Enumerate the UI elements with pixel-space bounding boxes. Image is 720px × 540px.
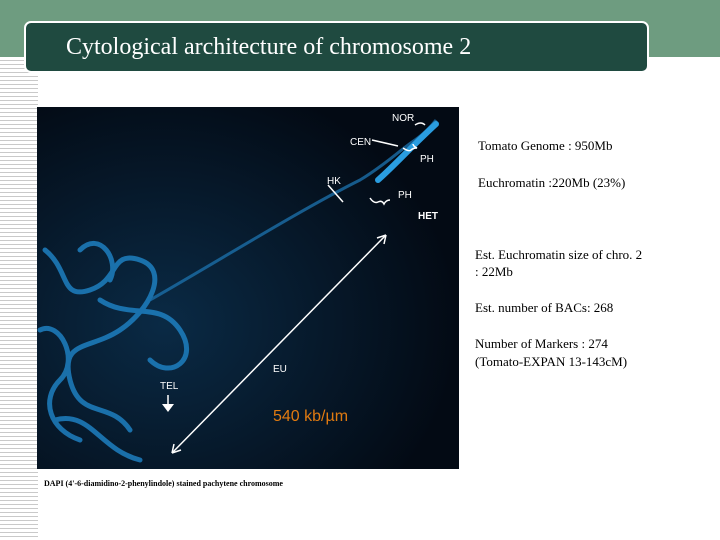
label: TEL — [160, 381, 179, 392]
side-stripes — [0, 57, 38, 540]
label: HET — [418, 211, 438, 222]
label: PH — [398, 190, 412, 201]
note-line: Est. number of BACs: 268 — [475, 300, 613, 315]
notes: Tomato Genome : 950Mb Euchromatin :220Mb… — [475, 138, 642, 369]
note-line: : 22Mb — [475, 264, 513, 279]
tel-arrowhead — [162, 404, 174, 412]
ph-bracket-top — [402, 143, 418, 152]
title-box — [24, 21, 649, 73]
annotations — [167, 122, 426, 454]
label: NOR — [392, 113, 414, 124]
label: CEN — [350, 137, 371, 148]
note-line: Tomato Genome : 950Mb — [478, 138, 613, 153]
micrograph: NOR CEN PH HK PH HET EU TEL 540 kb/µm — [37, 107, 459, 469]
hk-pointer — [327, 184, 344, 203]
label: EU — [273, 364, 287, 375]
note-line: Euchromatin :220Mb (23%) — [478, 175, 625, 190]
note-line: Est. Euchromatin size of chro. 2 — [475, 247, 642, 262]
ph-bracket-bottom — [369, 197, 391, 206]
caption: DAPI (4'-6-diamidino-2-phenylindole) sta… — [44, 479, 283, 488]
note-line: Number of Markers : 274 — [475, 336, 608, 351]
chromosome-2-het — [375, 121, 439, 183]
eu-arrow — [171, 234, 387, 454]
cen-pointer — [371, 139, 399, 147]
label: PH — [420, 154, 434, 165]
label: HK — [327, 176, 341, 187]
title: Cytological architecture of chromosome 2 — [66, 34, 471, 60]
nor-bracket — [414, 122, 426, 126]
arrowheads — [171, 234, 387, 454]
note-line: (Tomato-EXPAN 13-143cM) — [475, 354, 627, 369]
chromosome-strands — [37, 241, 189, 463]
scale-label: 540 kb/µm — [273, 408, 348, 425]
